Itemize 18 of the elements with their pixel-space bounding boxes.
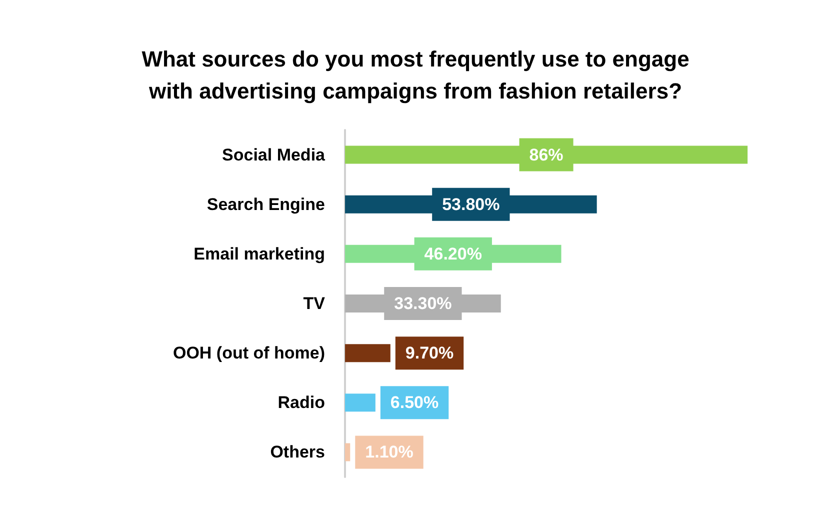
y-tick-label: OOH (out of home) [172,344,325,363]
y-tick-label: Social Media [222,145,326,164]
y-tick-label: Others [270,442,325,462]
y-tick-label: TV [303,294,326,313]
data-label: 1.10% [365,442,414,462]
y-tick-label: Email marketing [194,244,325,264]
data-label: 46.20% [424,244,482,264]
data-label: 6.50% [390,393,439,412]
bar [345,394,376,412]
y-tick-label: Radio [278,393,325,412]
bar [345,443,350,462]
data-label: 9.70% [405,344,454,363]
bar [345,344,390,362]
data-label: 53.80% [442,194,500,214]
chart-title: What sources do you most frequently use to engage with advertising campaigns from fashion retailers? [142,46,690,104]
y-tick-label: Search Engine [206,194,325,214]
data-label: 33.30% [394,294,452,313]
data-label: 86% [529,145,564,164]
